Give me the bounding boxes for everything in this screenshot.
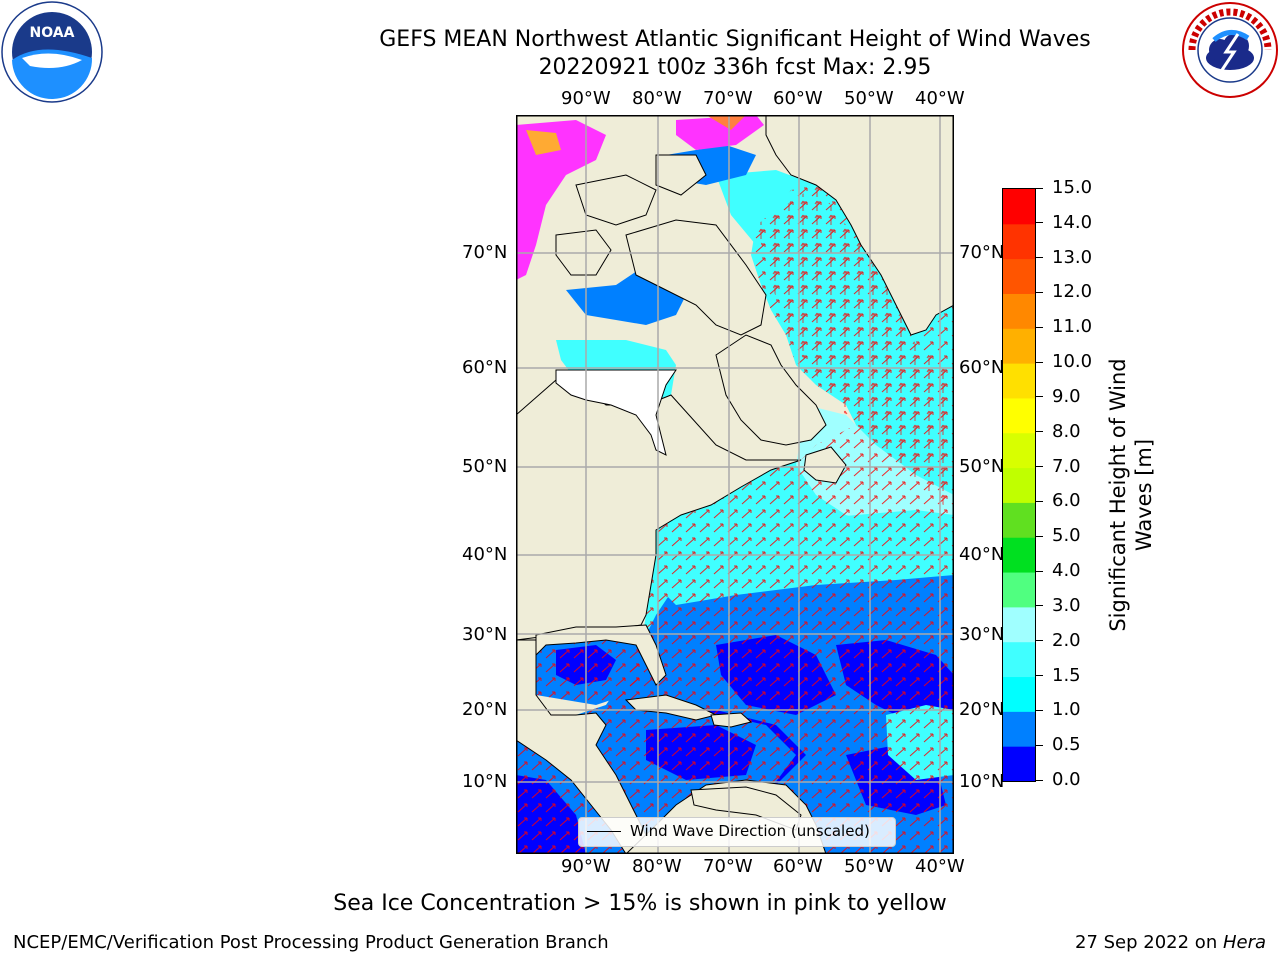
colorbar-tick-mark [1035, 326, 1043, 328]
colorbar-tick-mark [1035, 570, 1043, 572]
colorbar-swatch [1003, 223, 1035, 260]
lon-label-top-70w: 70°W [703, 88, 753, 109]
colorbar-swatch [1003, 641, 1035, 678]
colorbar-swatch [1003, 502, 1035, 538]
svg-text:NOAA: NOAA [30, 25, 75, 41]
colorbar-tick-label: 13.0 [1052, 246, 1093, 268]
colorbar-tick-mark [1035, 187, 1043, 189]
colorbar-tick-label: 6.0 [1052, 490, 1081, 512]
lon-label-bottom-40w: 40°W [915, 856, 965, 877]
colorbar-tick-label: 5.0 [1052, 525, 1081, 547]
colorbar-tick-mark [1035, 361, 1043, 363]
colorbar-tick-mark [1035, 396, 1043, 398]
colorbar-swatch [1003, 537, 1035, 573]
nws-logo [1180, 0, 1280, 100]
colorbar-swatch [1003, 293, 1035, 329]
lat-label-left-30n: 30°N [462, 624, 508, 645]
colorbar-swatch [1003, 676, 1035, 712]
colorbar-tick-mark [1035, 291, 1043, 293]
lon-label-top-60w: 60°W [773, 88, 823, 109]
colorbar-swatch [1003, 572, 1035, 608]
colorbar-tick-label: 0.5 [1052, 734, 1081, 756]
map-legend: Wind Wave Direction (unscaled) [578, 817, 896, 847]
colorbar-swatch [1003, 397, 1035, 434]
lat-label-right-60n: 60°N [959, 357, 1005, 378]
timestamp-date: 27 Sep 2022 on [1075, 932, 1223, 953]
colorbar-swatch [1003, 328, 1035, 364]
legend-label: Wind Wave Direction (unscaled) [630, 822, 870, 840]
lat-label-left-10n: 10°N [462, 771, 508, 792]
colorbar-tick-mark [1035, 605, 1043, 607]
colorbar-tick-label: 12.0 [1052, 281, 1093, 303]
colorbar-tick-label: 10.0 [1052, 351, 1093, 373]
colorbar-label-line2: Waves [m] [1132, 438, 1156, 552]
colorbar-tick-mark [1035, 257, 1043, 259]
colorbar-swatch [1003, 711, 1035, 747]
colorbar-tick-mark [1035, 222, 1043, 224]
chart-subtitle: 20220921 t00z 336h fcst Max: 2.95 [538, 55, 932, 80]
colorbar-tick-label: 11.0 [1052, 316, 1093, 338]
colorbar-tick-mark [1035, 675, 1043, 677]
lat-label-left-60n: 60°N [462, 357, 508, 378]
sea-ice-note: Sea Ice Concentration > 15% is shown in … [333, 891, 947, 916]
colorbar-tick-label: 0.0 [1052, 769, 1081, 790]
timestamp: 27 Sep 2022 on Hera [1075, 932, 1266, 953]
colorbar-swatch [1003, 746, 1035, 782]
lat-label-left-20n: 20°N [462, 699, 508, 720]
colorbar-tick-label: 7.0 [1052, 455, 1081, 477]
lat-label-right-70n: 70°N [959, 242, 1005, 263]
lon-label-top-50w: 50°W [844, 88, 894, 109]
colorbar-tick-label: 14.0 [1052, 211, 1093, 233]
colorbar-tick-mark [1035, 535, 1043, 537]
lon-label-top-40w: 40°W [915, 88, 965, 109]
lon-label-top-80w: 80°W [632, 88, 682, 109]
lat-label-right-10n: 10°N [959, 771, 1005, 792]
colorbar-tick-mark [1035, 640, 1043, 642]
colorbar-tick-label: 4.0 [1052, 560, 1081, 582]
colorbar-tick-label: 2.0 [1052, 629, 1081, 651]
lon-label-bottom-80w: 80°W [632, 856, 682, 877]
lon-label-bottom-60w: 60°W [773, 856, 823, 877]
lat-label-left-70n: 70°N [462, 242, 508, 263]
legend-line-icon [587, 831, 621, 832]
lat-label-left-50n: 50°N [462, 456, 508, 477]
noaa-logo: NOAA [0, 0, 106, 106]
colorbar-tick-label: 1.0 [1052, 699, 1081, 721]
colorbar-tick-label: 3.0 [1052, 594, 1081, 616]
map-panel [515, 114, 955, 855]
lon-label-bottom-70w: 70°W [703, 856, 753, 877]
colorbar-tick-label: 8.0 [1052, 420, 1081, 442]
colorbar-swatch [1003, 189, 1035, 225]
lat-label-right-30n: 30°N [959, 624, 1005, 645]
colorbar-tick-mark [1035, 431, 1043, 433]
lat-label-right-40n: 40°N [959, 544, 1005, 565]
colorbar-tick-label: 1.5 [1052, 664, 1081, 686]
colorbar-tick-mark [1035, 744, 1043, 746]
colorbar-gradient [1003, 189, 1035, 782]
colorbar-swatch [1003, 606, 1035, 643]
colorbar-tick-mark [1035, 500, 1043, 502]
lat-label-right-50n: 50°N [959, 456, 1005, 477]
colorbar-tick-label: 15.0 [1052, 177, 1093, 198]
colorbar-swatch [1003, 432, 1035, 469]
colorbar [1002, 188, 1036, 782]
colorbar-tick-mark [1035, 709, 1043, 711]
lat-label-left-40n: 40°N [462, 544, 508, 565]
lon-label-bottom-50w: 50°W [844, 856, 894, 877]
colorbar-tick-mark [1035, 466, 1043, 468]
lon-label-bottom-90w: 90°W [561, 856, 611, 877]
chart-title: GEFS MEAN Northwest Atlantic Significant… [379, 27, 1091, 52]
timestamp-machine: Hera [1222, 932, 1266, 953]
colorbar-swatch [1003, 258, 1035, 294]
lon-label-top-90w: 90°W [561, 88, 611, 109]
colorbar-label-line1: Significant Height of Wind [1106, 358, 1130, 632]
colorbar-swatch [1003, 363, 1035, 399]
colorbar-tick-mark [1035, 779, 1043, 781]
colorbar-label: Significant Height of Wind Waves [m] [1084, 358, 1164, 631]
lat-label-right-20n: 20°N [959, 699, 1005, 720]
org-credit: NCEP/EMC/Verification Post Processing Pr… [13, 932, 609, 953]
colorbar-tick-label: 9.0 [1052, 385, 1081, 407]
colorbar-swatch [1003, 467, 1035, 503]
